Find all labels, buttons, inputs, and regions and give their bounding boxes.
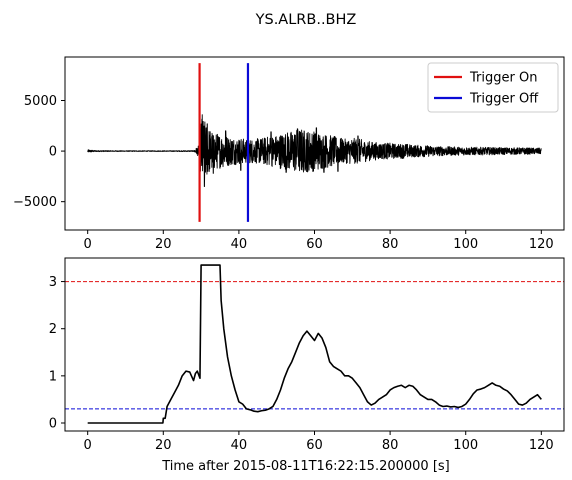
cf-x-tick-label: 60: [306, 438, 323, 453]
cf-x-tick-label: 100: [453, 438, 478, 453]
cf-y-tick-label: 3: [49, 275, 57, 290]
cf-y-tick-label: 0: [49, 416, 57, 431]
legend-entry: Trigger On: [469, 71, 537, 86]
characteristic-function-panel: 0 20 40 60 80 100 120 0 1 2 3: [49, 257, 565, 453]
cf-x-tick-label: 20: [155, 438, 172, 453]
waveform-x-tick-label: 120: [529, 237, 554, 252]
cf-x-tick-label: 80: [382, 438, 399, 453]
characteristic-function-line: [87, 264, 542, 424]
legend: Trigger On Trigger Off: [427, 62, 559, 113]
waveform-y-tick-label: 0: [49, 145, 57, 160]
legend-entry: Trigger Off: [469, 92, 539, 107]
waveform-x-tick-label: 60: [306, 237, 323, 252]
cf-frame: [64, 257, 565, 432]
waveform-x-tick-label: 20: [155, 237, 172, 252]
cf-y-tick-label: 2: [49, 322, 57, 337]
waveform-x-tick-label: 100: [453, 237, 478, 252]
figure-title: YS.ALRB..BHZ: [255, 12, 357, 28]
cf-y-tick-label: 1: [49, 369, 57, 384]
waveform-x-tick-label: 40: [231, 237, 248, 252]
waveform-x-tick-label: 0: [84, 237, 92, 252]
legend-box: [427, 62, 559, 113]
x-axis-label: Time after 2015-08-11T16:22:15.200000 [s…: [161, 459, 450, 474]
cf-x-tick-label: 40: [231, 438, 248, 453]
waveform-x-tick-label: 80: [382, 237, 399, 252]
waveform-y-tick-label: 5000: [24, 94, 57, 109]
waveform-y-tick-label: −5000: [13, 195, 57, 210]
waveform-frame: [64, 56, 565, 231]
cf-x-tick-label: 0: [84, 438, 92, 453]
cf-x-tick-label: 120: [529, 438, 554, 453]
waveform-trace: [87, 114, 542, 187]
